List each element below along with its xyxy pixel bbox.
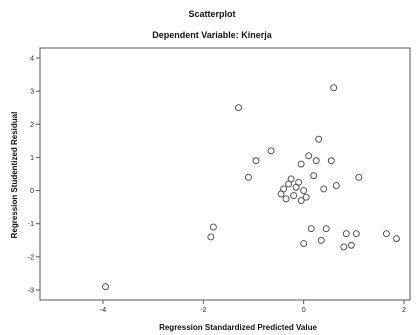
- y-tick-label: 0: [30, 188, 34, 195]
- y-tick-label: 2: [30, 122, 34, 129]
- scatter-point: [352, 230, 360, 238]
- scatter-point: [393, 235, 400, 243]
- scatter-point: [312, 157, 320, 165]
- x-tick-label: -4: [100, 307, 106, 314]
- scatter-point: [347, 241, 355, 249]
- scatter-point: [342, 230, 350, 238]
- y-tick-label: 4: [30, 56, 34, 63]
- scatter-point: [317, 236, 325, 244]
- scatter-point: [382, 230, 390, 238]
- scatter-point: [290, 192, 298, 199]
- scatter-point: [207, 233, 215, 241]
- x-axis-label: Regression Standardized Predicted Value: [159, 323, 317, 332]
- scatter-point: [302, 193, 310, 201]
- scatter-point: [332, 182, 340, 190]
- scatter-point: [315, 135, 323, 143]
- scatter-point: [209, 223, 217, 231]
- scatter-point: [300, 240, 308, 248]
- y-tick-label: 3: [30, 89, 34, 96]
- chart-subtitle: Dependent Variable: Kinerja: [152, 30, 273, 40]
- y-tick-label: 1: [30, 155, 34, 162]
- ticks: -4 -2 0 2 4 3 2 1 0 -1 -2 -3: [28, 56, 406, 315]
- plot-frame: [39, 47, 411, 301]
- scatter-point: [297, 197, 305, 204]
- scatter-point: [287, 175, 295, 183]
- scatter-point: [252, 157, 260, 165]
- x-tick-label: 2: [402, 307, 406, 314]
- scatter-point: [234, 104, 242, 112]
- scatter-point: [327, 157, 335, 165]
- x-tick-label: 0: [302, 307, 306, 314]
- scatter-point: [102, 283, 109, 291]
- scatter-point: [295, 178, 303, 186]
- scatter-point: [300, 187, 308, 195]
- scatter-point: [340, 243, 348, 251]
- x-tick-label: -2: [200, 307, 206, 314]
- scatter-point: [330, 84, 338, 92]
- scatter-point: [267, 147, 275, 155]
- data-points: [102, 84, 400, 291]
- scatter-point: [307, 225, 315, 233]
- scatter-point: [305, 152, 313, 160]
- y-tick-label: -1: [28, 221, 34, 228]
- chart-title: Scatterplot: [188, 9, 235, 19]
- y-tick-label: -2: [28, 254, 34, 261]
- scatter-point: [297, 160, 305, 168]
- scatter-point: [310, 172, 318, 180]
- scatter-point: [280, 185, 288, 193]
- y-tick-label: -3: [28, 288, 34, 295]
- axes: [39, 47, 411, 301]
- scatter-point: [322, 225, 330, 233]
- y-axis-label: Regression Studentized Residual: [10, 112, 19, 239]
- scatter-point: [355, 173, 363, 181]
- scatter-point: [282, 195, 290, 203]
- scatter-point: [245, 173, 252, 181]
- scatter-point: [320, 185, 328, 193]
